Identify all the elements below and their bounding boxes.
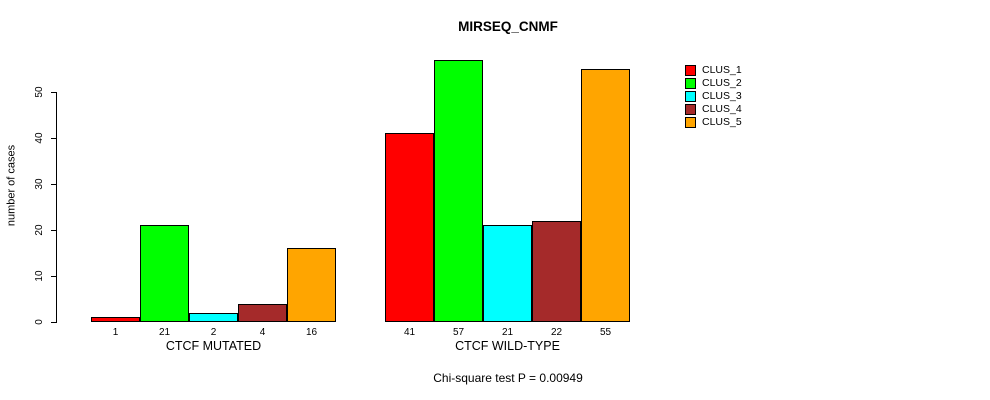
y-axis-tick [51, 92, 56, 93]
bar-clus_3 [189, 313, 238, 322]
legend-label: CLUS_2 [702, 77, 742, 89]
bar-value-label: 16 [305, 327, 318, 338]
bar-clus_4 [532, 221, 581, 322]
bar-clus_1 [385, 133, 434, 322]
bar-value-label: 2 [210, 327, 217, 338]
bar-value-label: 4 [259, 327, 266, 338]
bar-clus_2 [434, 60, 483, 322]
y-axis-tick-label: 30 [34, 178, 45, 190]
legend-swatch-clus_5 [685, 117, 696, 128]
bar-clus_4 [238, 304, 287, 322]
y-axis-tick [51, 184, 56, 185]
y-axis-tick [51, 230, 56, 231]
group-label: CTCF WILD-TYPE [455, 339, 560, 353]
bar-clus_1 [91, 317, 140, 322]
bar-clus_2 [140, 225, 189, 322]
y-axis-tick-label: 50 [34, 86, 45, 98]
legend-swatch-clus_1 [685, 65, 696, 76]
legend-swatch-clus_2 [685, 78, 696, 89]
y-axis-line [56, 92, 57, 323]
bar-value-label: 21 [501, 327, 514, 338]
legend-row: CLUS_2 [685, 77, 742, 90]
bar-value-label: 22 [550, 327, 563, 338]
bar-value-label: 55 [599, 327, 612, 338]
chi-square-annotation: Chi-square test P = 0.00949 [433, 371, 583, 385]
bar-value-label: 1 [112, 327, 119, 338]
bar-clus_3 [483, 225, 532, 322]
legend-swatch-clus_4 [685, 104, 696, 115]
bar-value-label: 57 [452, 327, 465, 338]
legend-row: CLUS_3 [685, 90, 742, 103]
y-axis-tick-label: 40 [34, 132, 45, 144]
legend-row: CLUS_5 [685, 116, 742, 129]
y-axis-label: number of cases [5, 144, 18, 227]
legend-label: CLUS_1 [702, 64, 742, 76]
legend-label: CLUS_3 [702, 90, 742, 102]
legend-label: CLUS_4 [702, 103, 742, 115]
y-axis-tick [51, 322, 56, 323]
legend-swatch-clus_3 [685, 91, 696, 102]
legend-label: CLUS_5 [702, 116, 742, 128]
legend-row: CLUS_1 [685, 64, 742, 77]
legend-row: CLUS_4 [685, 103, 742, 116]
y-axis-tick [51, 138, 56, 139]
group-label: CTCF MUTATED [165, 339, 262, 353]
bar-clus_5 [287, 248, 336, 322]
y-axis-tick-label: 10 [34, 270, 45, 282]
bar-value-label: 21 [158, 327, 171, 338]
bar-value-label: 41 [403, 327, 416, 338]
y-axis-tick-label: 0 [34, 319, 45, 325]
y-axis-tick-label: 20 [34, 224, 45, 236]
chart-title: MIRSEQ_CNMF [458, 19, 558, 34]
y-axis-tick [51, 276, 56, 277]
legend: CLUS_1 CLUS_2 CLUS_3 CLUS_4 CLUS_5 [685, 64, 742, 129]
bar-clus_5 [581, 69, 630, 322]
